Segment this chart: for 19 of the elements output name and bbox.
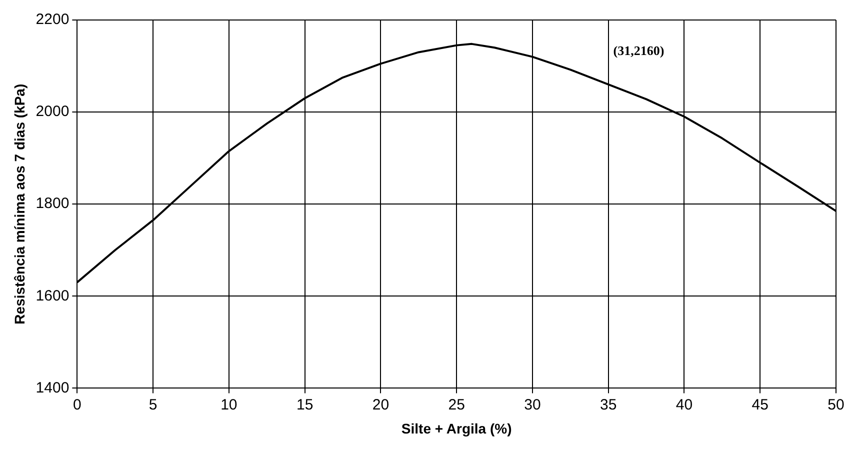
x-tick-label: 5 [148, 396, 158, 414]
y-tick-label: 2000 [36, 103, 70, 120]
y-tick-label: 2200 [36, 11, 70, 28]
x-tick-label: 50 [828, 396, 844, 414]
annotation: (31,2160) [613, 43, 664, 58]
x-axis-title: Silte + Argila (%) [401, 420, 512, 436]
x-tick-label: 45 [752, 396, 768, 414]
x-tick-label: 10 [220, 396, 238, 414]
x-tick-label: 15 [296, 396, 314, 414]
x-tick-label: 0 [72, 396, 82, 414]
y-tick-label: 1800 [36, 195, 70, 212]
x-tick-label: 30 [524, 396, 541, 414]
y-tick-label: 1600 [36, 287, 70, 304]
x-tick-label: 20 [372, 396, 390, 414]
y-axis-title: Resistência mínima aos 7 dias (kPa) [11, 84, 28, 324]
x-tick-label: 40 [676, 396, 693, 414]
y-tick-label: 1400 [36, 379, 70, 396]
x-tick-label: 35 [600, 396, 617, 414]
x-tick-label: 25 [448, 396, 465, 414]
